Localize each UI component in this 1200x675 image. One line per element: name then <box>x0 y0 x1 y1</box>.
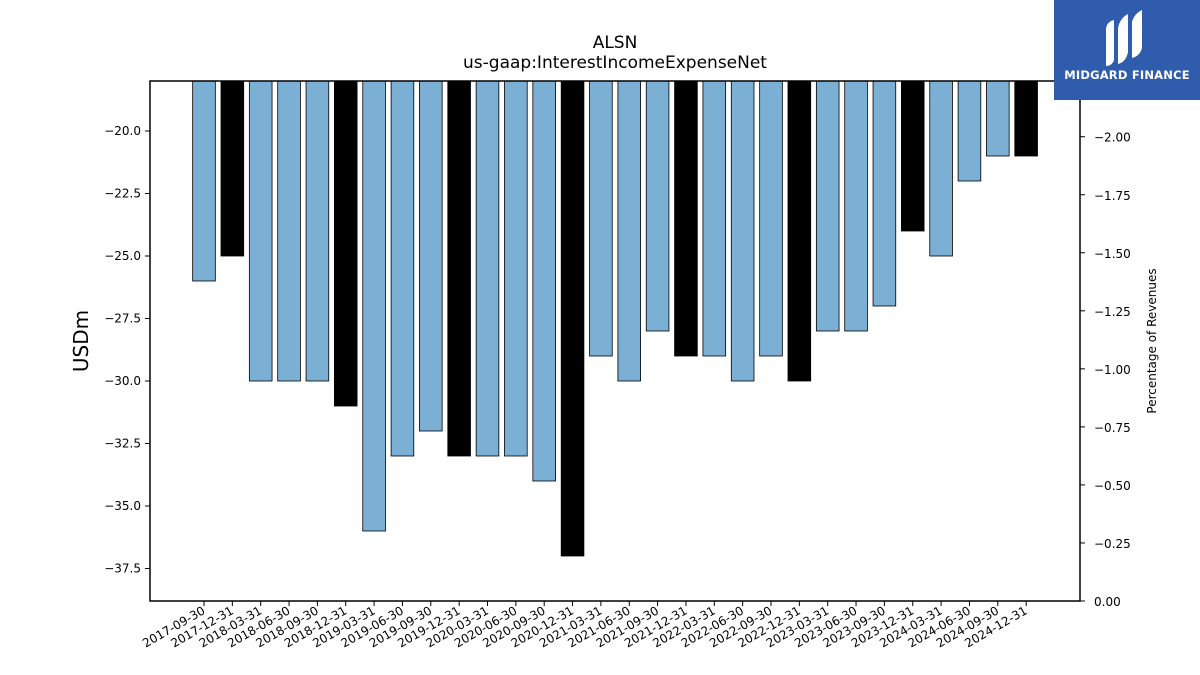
y-tick-label: −25.0 <box>104 249 141 263</box>
bar-2019-03-31 <box>362 80 386 532</box>
bar-2021-06-30 <box>617 80 642 382</box>
bar-2022-12-31 <box>787 80 812 382</box>
chart-title: ALSN <box>593 33 638 53</box>
bar-2019-12-31 <box>447 80 471 457</box>
y2-tick-label: −1.75 <box>1094 189 1131 203</box>
bar-2024-12-31 <box>1014 80 1038 157</box>
bar-2019-09-30 <box>419 80 443 432</box>
bar-2024-06-30 <box>957 80 982 182</box>
bar-2021-09-30 <box>645 80 670 332</box>
bar-2024-09-30 <box>986 80 1010 157</box>
y2-tick-label: −0.50 <box>1094 479 1131 493</box>
y2-axis-label: Percentage of Revenues <box>1145 268 1159 413</box>
logo-text: MIDGARD FINANCE <box>1064 68 1190 82</box>
bar-2023-12-31 <box>901 80 925 232</box>
bar-2021-03-31 <box>589 80 613 357</box>
y2-tick-label: 0.00 <box>1094 595 1121 609</box>
bar-2017-12-31 <box>220 80 245 257</box>
y-tick-label: −22.5 <box>104 187 141 201</box>
bar-2020-06-30 <box>504 80 528 457</box>
bar-2021-12-31 <box>674 80 698 357</box>
bars-group <box>192 80 1038 557</box>
bar-2022-09-30 <box>759 80 783 357</box>
chart-subtitle: us-gaap:InterestIncomeExpenseNet <box>463 53 767 73</box>
bar-2018-09-30 <box>305 80 330 382</box>
y-tick-label: −37.5 <box>104 562 141 576</box>
y2-tick-label: −0.75 <box>1094 421 1131 435</box>
y2-tick-label: −1.00 <box>1094 363 1131 377</box>
y-tick-label: −27.5 <box>104 312 141 326</box>
bar-2022-03-31 <box>702 80 727 357</box>
bar-2022-06-30 <box>730 80 755 382</box>
y-tick-label: −30.0 <box>104 374 141 388</box>
y-tick-label: −20.0 <box>104 124 141 138</box>
y-axis-label: USDm <box>69 310 93 372</box>
y2-tick-label: −1.50 <box>1094 247 1131 261</box>
y2-axis: 0.00 −0.25 −0.50 −0.75 −1.00 −1.25 −1.50 −1.75 −… <box>1080 131 1131 609</box>
bar-2023-09-30 <box>872 80 897 307</box>
bar-2020-03-31 <box>475 80 500 457</box>
y2-tick-label: −2.00 <box>1094 131 1131 145</box>
bar-2018-12-31 <box>333 80 358 407</box>
brand-logo: MIDGARD FINANCE <box>1054 0 1200 100</box>
y-tick-label: −32.5 <box>104 437 141 451</box>
bar-2023-03-31 <box>815 80 840 332</box>
y2-tick-label: −1.25 <box>1094 305 1131 319</box>
bar-2024-03-31 <box>929 80 953 257</box>
midgard-logo-icon <box>1106 10 1142 66</box>
plot-frame <box>149 80 1081 602</box>
bar-2017-09-30 <box>192 80 216 282</box>
bar-2020-09-30 <box>532 80 556 482</box>
y-axis: −20.0 −22.5 −25.0 −27.5 −30.0 −32.5 −35.0 −37.5 <box>104 124 150 576</box>
bar-2020-12-31 <box>560 80 585 557</box>
y2-tick-label: −0.25 <box>1094 537 1131 551</box>
x-axis: 2017-09-302017-12-312018-03-312018-06-30… <box>140 601 1030 650</box>
bar-2019-06-30 <box>390 80 415 457</box>
bar-2018-06-30 <box>277 80 301 382</box>
bar-2018-03-31 <box>248 80 273 382</box>
y-tick-label: −35.0 <box>104 499 141 513</box>
bar-2023-06-30 <box>844 80 868 332</box>
